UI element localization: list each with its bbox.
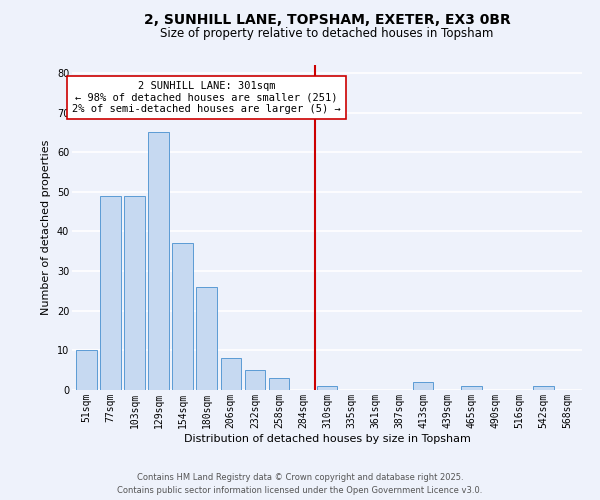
Bar xyxy=(100,196,121,390)
Bar xyxy=(245,370,265,390)
Bar xyxy=(148,132,169,390)
Bar xyxy=(269,378,289,390)
Bar xyxy=(533,386,554,390)
Y-axis label: Number of detached properties: Number of detached properties xyxy=(41,140,51,315)
Bar xyxy=(76,350,97,390)
Bar xyxy=(172,244,193,390)
Bar xyxy=(413,382,433,390)
Text: 2, SUNHILL LANE, TOPSHAM, EXETER, EX3 0BR: 2, SUNHILL LANE, TOPSHAM, EXETER, EX3 0B… xyxy=(143,12,511,26)
Bar xyxy=(124,196,145,390)
Text: 2 SUNHILL LANE: 301sqm
← 98% of detached houses are smaller (251)
2% of semi-det: 2 SUNHILL LANE: 301sqm ← 98% of detached… xyxy=(73,81,341,114)
Text: Contains HM Land Registry data © Crown copyright and database right 2025.
Contai: Contains HM Land Registry data © Crown c… xyxy=(118,474,482,495)
Bar xyxy=(196,287,217,390)
Bar xyxy=(461,386,482,390)
Bar xyxy=(221,358,241,390)
X-axis label: Distribution of detached houses by size in Topsham: Distribution of detached houses by size … xyxy=(184,434,470,444)
Bar xyxy=(317,386,337,390)
Text: Size of property relative to detached houses in Topsham: Size of property relative to detached ho… xyxy=(160,28,494,40)
